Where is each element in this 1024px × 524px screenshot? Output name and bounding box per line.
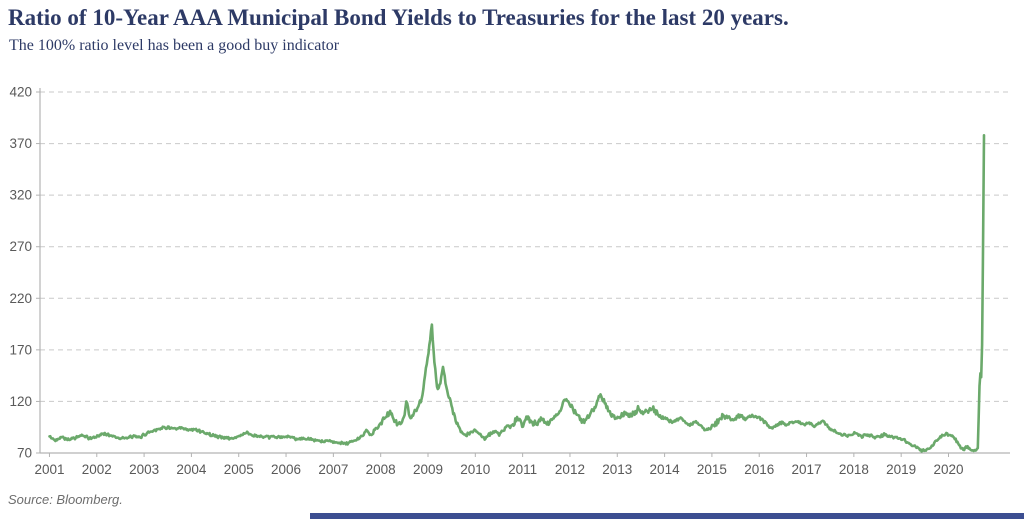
x-tick-label-2010: 2010 (460, 462, 490, 477)
y-tick-label-270: 270 (9, 239, 32, 254)
x-tick-label-2006: 2006 (271, 462, 301, 477)
y-tick-label-320: 320 (9, 188, 32, 203)
x-tick-label-2017: 2017 (792, 462, 822, 477)
source-note: Source: Bloomberg. (8, 492, 123, 507)
y-tick-label-170: 170 (9, 342, 32, 357)
x-tick-label-2007: 2007 (318, 462, 348, 477)
x-tick-label-2004: 2004 (176, 462, 207, 477)
x-tick-label-2002: 2002 (82, 462, 112, 477)
x-tick-label-2020: 2020 (933, 462, 963, 477)
x-tick-label-2018: 2018 (839, 462, 869, 477)
x-tick-label-2012: 2012 (555, 462, 585, 477)
x-tick-label-2014: 2014 (650, 462, 681, 477)
x-tick-label-2011: 2011 (508, 462, 537, 477)
x-tick-label-2016: 2016 (744, 462, 774, 477)
x-tick-label-2015: 2015 (697, 462, 727, 477)
y-tick-label-70: 70 (17, 446, 32, 461)
footer-accent-bar (310, 513, 1024, 519)
x-tick-label-2008: 2008 (366, 462, 396, 477)
x-tick-label-2013: 2013 (602, 462, 632, 477)
chart-subtitle: The 100% ratio level has been a good buy… (9, 37, 340, 54)
x-tick-label-2005: 2005 (224, 462, 254, 477)
y-tick-label-370: 370 (9, 136, 32, 151)
y-tick-label-220: 220 (9, 291, 32, 306)
ratio-line-series (48, 134, 986, 453)
x-tick-label-2001: 2001 (34, 462, 64, 477)
x-tick-label-2009: 2009 (413, 462, 443, 477)
y-tick-label-120: 120 (9, 394, 32, 409)
x-tick-label-2003: 2003 (129, 462, 159, 477)
x-tick-label-2019: 2019 (886, 462, 916, 477)
y-tick-label-420: 420 (9, 85, 32, 100)
chart-title: Ratio of 10-Year AAA Municipal Bond Yiel… (8, 5, 789, 30)
